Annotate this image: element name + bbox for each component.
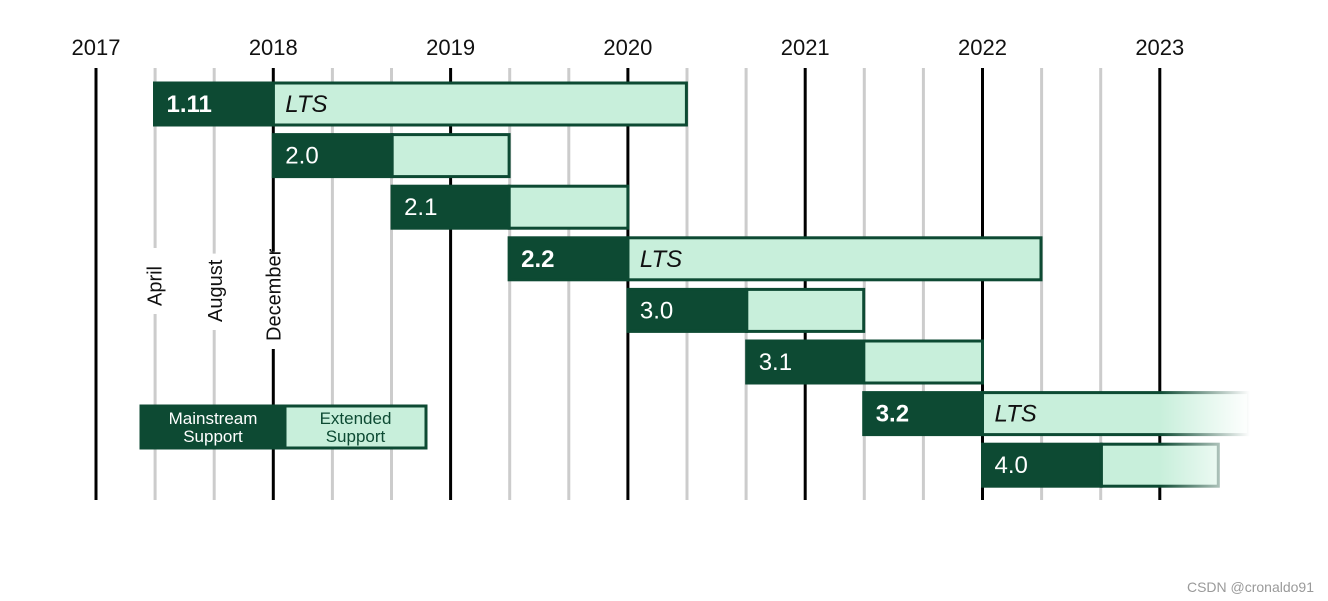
watermark: CSDN @cronaldo91 bbox=[1186, 579, 1314, 595]
legend-extended-label: Support bbox=[326, 427, 386, 446]
release-version-label: 3.0 bbox=[640, 297, 673, 324]
release-version-label: 2.1 bbox=[404, 194, 437, 221]
year-tick-label: 2019 bbox=[426, 35, 475, 60]
release-version-label: 4.0 bbox=[995, 452, 1028, 479]
mainstream-support-bar bbox=[507, 236, 630, 282]
lts-label: LTS bbox=[640, 246, 682, 273]
mainstream-support-bar bbox=[271, 133, 394, 179]
extended-support-bar bbox=[507, 184, 630, 230]
legend-mainstream-swatch bbox=[139, 404, 287, 450]
fade-cutoff bbox=[1250, 380, 1328, 500]
release-version-label: 1.11 bbox=[167, 91, 212, 118]
year-tick-label: 2017 bbox=[72, 35, 121, 60]
mainstream-support-bar bbox=[390, 184, 511, 230]
extended-support-bar bbox=[390, 133, 511, 179]
year-tick-label: 2021 bbox=[781, 35, 830, 60]
lts-label: LTS bbox=[285, 91, 327, 118]
lts-label: LTS bbox=[995, 401, 1037, 428]
release-version-label: 3.2 bbox=[876, 401, 909, 428]
fade-overlay bbox=[1159, 441, 1250, 490]
release-bar: 2.0 bbox=[271, 133, 511, 179]
legend-extended-label: Extended bbox=[320, 409, 392, 428]
legend-mainstream-label: Support bbox=[183, 427, 243, 446]
mainstream-support-bar bbox=[981, 442, 1103, 488]
month-label-gap bbox=[260, 251, 287, 349]
legend-extended-swatch bbox=[283, 404, 428, 450]
mainstream-support-bar bbox=[862, 391, 984, 437]
year-tick-label: 2018 bbox=[249, 35, 298, 60]
extended-support-bar bbox=[271, 81, 688, 127]
month-marker-label: December bbox=[263, 248, 285, 341]
month-label-gap bbox=[201, 253, 228, 330]
release-bar: 3.0 bbox=[626, 287, 866, 333]
mainstream-support-bar bbox=[626, 287, 749, 333]
release-version-label: 2.2 bbox=[521, 246, 554, 273]
release-bar: 2.1 bbox=[390, 184, 630, 230]
year-tick-label: 2022 bbox=[958, 35, 1007, 60]
year-tick-label: 2023 bbox=[1135, 35, 1184, 60]
year-tick-label: 2020 bbox=[603, 35, 652, 60]
month-label-gap bbox=[141, 248, 168, 314]
month-marker-label: August bbox=[205, 259, 227, 322]
release-bar: 1.11 LTS bbox=[153, 81, 688, 127]
release-version-label: 2.0 bbox=[285, 143, 318, 170]
release-bar: 3.1 bbox=[745, 339, 984, 385]
mainstream-support-bar bbox=[153, 81, 275, 127]
extended-support-bar bbox=[745, 287, 866, 333]
mainstream-support-bar bbox=[745, 339, 866, 385]
release-bar: 2.2 LTS bbox=[507, 236, 1043, 282]
month-marker-label: April bbox=[145, 266, 167, 306]
extended-support-bar bbox=[626, 236, 1043, 282]
release-version-label: 3.1 bbox=[759, 349, 792, 376]
legend-mainstream-label: Mainstream bbox=[169, 409, 258, 428]
fade-overlay bbox=[1159, 389, 1250, 438]
extended-support-bar bbox=[862, 339, 984, 385]
